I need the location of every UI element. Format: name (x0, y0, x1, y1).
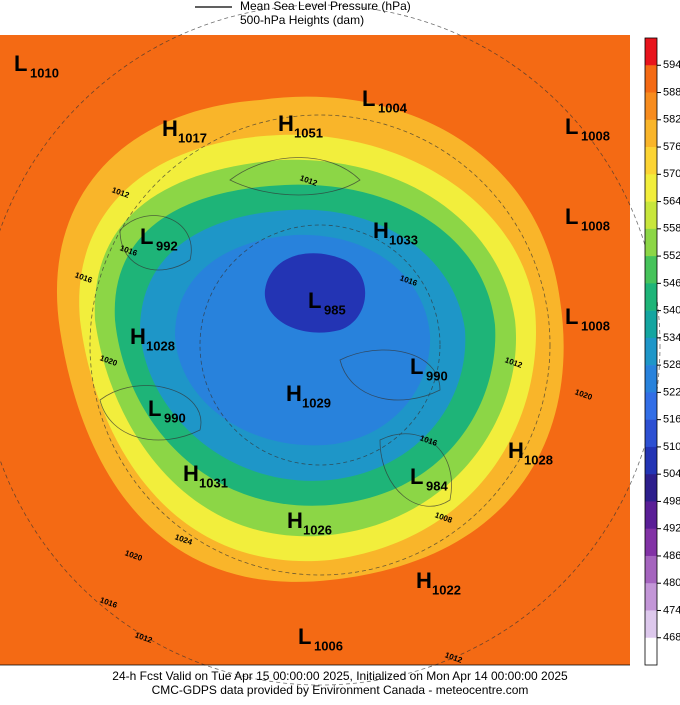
center-value: 1004 (378, 100, 408, 115)
colorbar-box (645, 474, 657, 502)
grid-circles (0, 4, 661, 686)
colorbar-box (645, 419, 657, 448)
center-letter: H (373, 218, 389, 243)
footer-line: CMC-GDPS data provided by Environment Ca… (152, 683, 529, 697)
center-letter: H (508, 438, 524, 463)
center-letter: L (565, 304, 578, 329)
center-letter: H (278, 111, 294, 136)
center-letter: L (410, 464, 423, 489)
colorbar-label: 528 (663, 359, 680, 371)
center-value: 1028 (146, 338, 175, 353)
colorbar-label: 516 (663, 414, 680, 426)
colorbar-box (645, 555, 657, 584)
center-value: 1029 (302, 395, 331, 410)
colorbar-box (645, 147, 657, 175)
colorbar-box (645, 583, 657, 611)
colorbar-label: 534 (663, 332, 680, 344)
center-letter: L (14, 51, 27, 76)
colorbar-box (645, 392, 657, 420)
center-letter: L (565, 204, 578, 229)
colorbar-box (645, 501, 657, 529)
center-value: 1028 (524, 452, 553, 467)
colorbar-label: 558 (663, 223, 680, 235)
colorbar-label: 480 (663, 577, 680, 589)
center-value: 1051 (294, 125, 323, 140)
colorbar-label: 546 (663, 277, 680, 289)
colorbar-box (645, 365, 657, 393)
center-letter: L (565, 114, 578, 139)
colorbar-label: 498 (663, 495, 680, 507)
colorbar-label: 510 (663, 441, 680, 453)
center-value: 1026 (303, 522, 332, 537)
center-value: 990 (426, 368, 448, 383)
center-letter: L (298, 624, 311, 649)
center-letter: L (410, 354, 423, 379)
center-letter: H (416, 568, 432, 593)
center-value: 985 (324, 302, 346, 317)
colorbar-box (645, 256, 657, 284)
colorbar-label: 588 (663, 86, 680, 98)
colorbar-box (645, 337, 657, 366)
center-letter: H (287, 508, 303, 533)
colorbar-label: 474 (663, 604, 680, 616)
center-letter: L (308, 288, 321, 313)
colorbar-box (645, 65, 657, 93)
colorbar-label: 504 (663, 468, 680, 480)
colorbar-label: 522 (663, 386, 680, 398)
footer-line: 24-h Fcst Valid on Tue Apr 15 00:00:00 2… (112, 669, 568, 683)
center-value: 1008 (581, 218, 610, 233)
center-value: 990 (164, 410, 186, 425)
colorbar-label: 576 (663, 141, 680, 153)
colorbar-label: 564 (663, 195, 680, 207)
center-value: 1031 (199, 475, 228, 490)
colorbar-label: 540 (663, 305, 680, 317)
center-letter: H (183, 461, 199, 486)
colorbar-box (645, 446, 657, 475)
colorbar-label: 570 (663, 168, 680, 180)
center-letter: L (140, 224, 153, 249)
colorbar-label: 492 (663, 523, 680, 535)
center-letter: H (162, 116, 178, 141)
center-value: 1008 (581, 128, 610, 143)
center-value: 1008 (581, 318, 610, 333)
center-letter: L (362, 86, 375, 111)
colorbar-label: 552 (663, 250, 680, 262)
center-value: 1017 (178, 130, 207, 145)
colorbar-box (645, 610, 657, 639)
center-value: 992 (156, 238, 178, 253)
colorbar-label: 468 (663, 632, 680, 644)
field-band (264, 253, 366, 333)
center-value: 1033 (389, 232, 418, 247)
center-letter: H (130, 324, 146, 349)
legend-item: Mean Sea Level Pressure (hPa) (240, 0, 411, 13)
center-letter: H (286, 381, 302, 406)
center-value: 1010 (30, 65, 59, 80)
colorbar-box (645, 92, 657, 121)
colorbar-box (645, 310, 657, 339)
colorbar-frame (644, 37, 658, 666)
colorbar-box (645, 119, 657, 148)
center-value: 1006 (314, 638, 343, 653)
colorbar-box (645, 637, 657, 666)
colorbar-label: 582 (663, 114, 680, 126)
center-value: 1022 (432, 582, 461, 597)
colorbar-box (645, 174, 657, 202)
colorbar-box (645, 228, 657, 257)
colorbar-box (645, 528, 657, 557)
center-value: 984 (426, 478, 448, 493)
colorbar-label: 594 (663, 59, 680, 71)
legend-item: 500-hPa Heights (dam) (240, 13, 364, 27)
center-letter: L (148, 396, 161, 421)
colorbar-label: 486 (663, 550, 680, 562)
colorbar-box (645, 38, 657, 66)
colorbar-box (645, 201, 657, 230)
colorbar-box (645, 283, 657, 311)
